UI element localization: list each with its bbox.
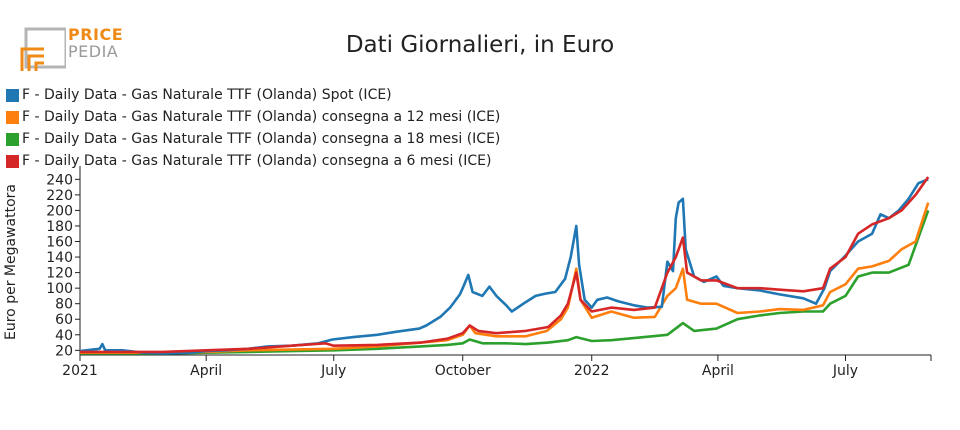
y-tick-label: 240 <box>46 172 73 188</box>
logo-mark-icon <box>20 27 66 71</box>
x-tick-label: July <box>832 363 858 379</box>
series-line-1 <box>80 202 930 354</box>
legend-label: F - Daily Data - Gas Naturale TTF (Oland… <box>22 87 392 103</box>
chart-series-layer <box>79 176 930 355</box>
y-tick-label: 40 <box>55 328 73 344</box>
logo-text-pedia: PEDIA <box>68 42 119 61</box>
y-tick-label: 220 <box>46 188 73 204</box>
x-tick-label: July <box>320 363 346 379</box>
x-tick-label: October <box>435 363 491 379</box>
series-line-0 <box>79 178 929 355</box>
series-line-2 <box>80 209 930 355</box>
y-tick-label: 60 <box>55 312 73 328</box>
legend-item-18-mesi[interactable]: F - Daily Data - Gas Naturale TTF (Oland… <box>6 128 500 150</box>
y-axis-label: Euro per Megawattora <box>3 184 19 340</box>
y-tick-label: 120 <box>46 266 73 282</box>
x-tick-label: April <box>702 363 734 379</box>
legend-swatch <box>6 154 19 168</box>
y-tick-label: 80 <box>55 297 73 313</box>
y-tick-label: 140 <box>46 250 73 266</box>
legend-swatch <box>6 110 19 124</box>
series-line-3 <box>80 176 930 354</box>
legend-item-6-mesi[interactable]: F - Daily Data - Gas Naturale TTF (Oland… <box>6 150 500 172</box>
y-tick-label: 100 <box>46 281 73 297</box>
y-tick-label: 20 <box>55 343 73 359</box>
x-tick-label: April <box>190 363 222 379</box>
y-tick-label: 180 <box>46 219 73 235</box>
y-tick-label: 160 <box>46 235 73 251</box>
legend-label: F - Daily Data - Gas Naturale TTF (Oland… <box>22 153 492 169</box>
chart-legend: F - Daily Data - Gas Naturale TTF (Oland… <box>6 84 500 172</box>
legend-item-12-mesi[interactable]: F - Daily Data - Gas Naturale TTF (Oland… <box>6 106 500 128</box>
pricepedia-logo: PRICE PEDIA <box>20 25 130 75</box>
logo-text-price: PRICE <box>68 25 124 44</box>
legend-swatch <box>6 132 19 146</box>
legend-label: F - Daily Data - Gas Naturale TTF (Oland… <box>22 109 501 125</box>
legend-item-spot[interactable]: F - Daily Data - Gas Naturale TTF (Oland… <box>6 84 500 106</box>
y-tick-label: 200 <box>46 203 73 219</box>
x-tick-label: 2021 <box>62 363 98 379</box>
legend-swatch <box>6 88 19 102</box>
chart-title: Dati Giornalieri, in Euro <box>345 32 615 58</box>
legend-label: F - Daily Data - Gas Naturale TTF (Oland… <box>22 131 501 147</box>
x-tick-label: 2022 <box>574 363 610 379</box>
